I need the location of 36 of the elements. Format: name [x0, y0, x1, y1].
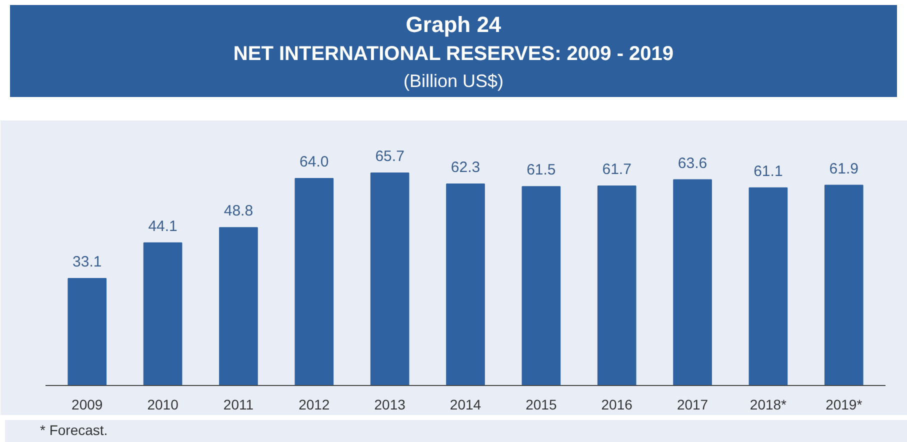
bar [824, 184, 864, 386]
data-label: 48.8 [224, 202, 254, 220]
data-label: 33.1 [72, 253, 102, 270]
x-tick-label: 2013 [374, 396, 406, 412]
x-tick-label: 2014 [450, 396, 482, 412]
data-label: 44.1 [148, 218, 178, 235]
bar [748, 187, 788, 386]
data-label: 65.7 [375, 148, 404, 165]
chart-title: Graph 24 NET INTERNATIONAL RESERVES: 2009 - 2019 [233, 11, 674, 68]
x-tick-label: 2017 [676, 396, 708, 412]
x-tick-label: 2018* [750, 396, 788, 412]
data-label: 63.6 [678, 154, 708, 172]
x-tick-label: 2015 [526, 396, 557, 412]
data-label: 61.5 [526, 162, 556, 179]
chart-subtitle: (Billion US$) [402, 70, 504, 93]
bar [68, 278, 107, 386]
data-label: 62.3 [450, 158, 480, 176]
bar [143, 242, 182, 386]
bar [219, 227, 258, 386]
x-tick-label: 2010 [147, 396, 179, 412]
data-label: 61.1 [754, 162, 783, 180]
data-label: 61.9 [829, 160, 858, 178]
bar [294, 178, 334, 386]
data-label: 61.7 [602, 160, 632, 178]
bar [673, 179, 712, 386]
x-tick-label: 2012 [298, 396, 330, 412]
x-tick-label: 2009 [72, 396, 103, 412]
bar [597, 185, 636, 386]
x-tick-label: 2019* [826, 396, 863, 412]
text: * Forecast. [40, 421, 108, 440]
x-tick-label: 2011 [223, 396, 254, 412]
bar [370, 172, 410, 386]
bar [446, 183, 485, 386]
bar [522, 186, 561, 386]
data-label: 64.0 [300, 154, 329, 170]
x-tick-label: 2016 [601, 396, 633, 412]
